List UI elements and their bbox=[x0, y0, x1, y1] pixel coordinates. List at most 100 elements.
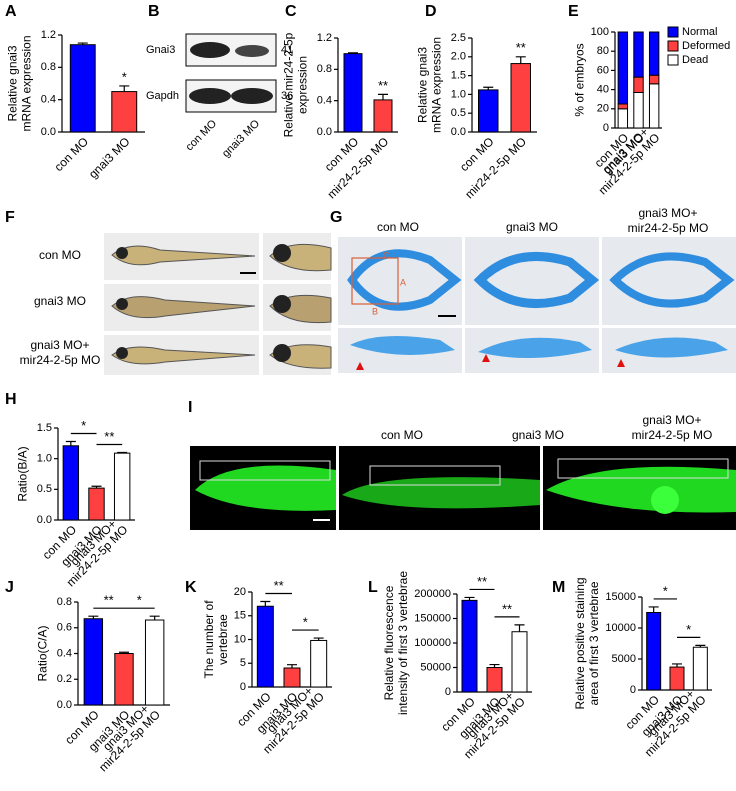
y-tick-label: 200000 bbox=[414, 588, 451, 600]
group-label: con MO bbox=[183, 117, 219, 153]
row-label: con MO bbox=[39, 248, 81, 262]
size-label: 41 bbox=[281, 44, 293, 56]
cartilage-images bbox=[338, 237, 736, 373]
column-label: mir24-2-5p MO bbox=[632, 428, 713, 442]
x-tick-label-line: gnai3 MO bbox=[86, 134, 133, 181]
column-label: con MO bbox=[377, 220, 419, 234]
y-tick-label: 0.8 bbox=[57, 596, 72, 608]
bar bbox=[310, 639, 328, 688]
error-bar bbox=[260, 600, 271, 607]
y-tick-label: 2.0 bbox=[451, 51, 466, 63]
y-tick-label: 0.0 bbox=[317, 126, 332, 138]
y-tick-label: 0.0 bbox=[37, 514, 52, 526]
protein-label: Gnai3 bbox=[146, 44, 175, 56]
column-label: gnai3 MO bbox=[506, 220, 558, 234]
legend-swatch bbox=[667, 54, 679, 66]
error-bar bbox=[65, 440, 76, 446]
y-axis-label: expression bbox=[296, 56, 310, 114]
column-label: gnai3 MO+ bbox=[638, 206, 697, 220]
protein-label: Gapdh bbox=[146, 90, 179, 102]
fish-images bbox=[104, 233, 332, 375]
y-axis-label: Relative fluorescence bbox=[382, 585, 396, 700]
panel-label: F bbox=[5, 209, 15, 226]
y-tick-label: 0.0 bbox=[41, 126, 56, 138]
error-bar bbox=[695, 644, 706, 648]
y-tick-label: 0 bbox=[240, 681, 246, 693]
significance: ** bbox=[477, 574, 487, 589]
y-axis-label: vertebrae bbox=[216, 614, 230, 665]
bar bbox=[510, 63, 531, 133]
panel-label: I bbox=[188, 399, 192, 416]
error-bar bbox=[119, 85, 130, 92]
x-tick-label: gnai3 MO+mir24-2-5p MO bbox=[642, 687, 709, 760]
y-tick-label: 150000 bbox=[414, 612, 451, 624]
error-bar bbox=[378, 93, 388, 100]
panel-label: M bbox=[552, 579, 565, 596]
y-axis-label: Relative gnai3 bbox=[6, 45, 20, 121]
cartilage-panel: G con MO gnai3 MO gnai3 MO+ mir24-2-5p M… bbox=[330, 206, 736, 373]
y-axis-label: Relative positive staining bbox=[573, 577, 587, 709]
marker-label: C bbox=[383, 250, 390, 260]
y-tick-label: 0.4 bbox=[41, 94, 56, 106]
y-tick-label: 5000 bbox=[612, 653, 636, 665]
bar bbox=[256, 605, 274, 688]
error-bar bbox=[88, 615, 99, 619]
legend-swatch bbox=[667, 40, 679, 52]
error-bar bbox=[464, 596, 475, 601]
column-label: con MO bbox=[381, 428, 423, 442]
fluorescence-panel: I con MO gnai3 MO gnai3 MO+ mir24-2-5p M… bbox=[188, 399, 736, 530]
significance: * bbox=[303, 615, 308, 630]
y-axis-label: Relative mir24-2-5p bbox=[282, 32, 296, 137]
bar-segment bbox=[617, 31, 629, 105]
y-tick-label: 0.0 bbox=[451, 126, 466, 138]
column-label: gnai3 MO bbox=[512, 428, 564, 442]
significance: * bbox=[137, 593, 142, 608]
y-tick-label: 1.2 bbox=[41, 29, 56, 41]
error-bar bbox=[287, 664, 297, 668]
significance: * bbox=[122, 69, 127, 84]
panel-label: E bbox=[568, 3, 579, 20]
band bbox=[189, 88, 231, 104]
y-tick-label: 100000 bbox=[414, 637, 451, 649]
marker-label: B bbox=[372, 306, 378, 316]
y-axis-label: The number of bbox=[202, 600, 216, 679]
y-axis-label: area of first 3 vertebrae bbox=[587, 581, 601, 705]
significance: ** bbox=[104, 429, 114, 444]
bar bbox=[461, 599, 478, 693]
y-tick-label: 5 bbox=[240, 657, 246, 669]
y-axis-label: mRNA expression bbox=[430, 37, 444, 133]
y-tick-label: 0 bbox=[445, 686, 451, 698]
bar bbox=[478, 89, 499, 133]
y-tick-label: 0.5 bbox=[37, 483, 52, 495]
fluorescence-images bbox=[190, 446, 736, 530]
y-tick-label: 1.2 bbox=[317, 32, 332, 44]
y-tick-label: 2.5 bbox=[451, 32, 466, 44]
significance: * bbox=[81, 418, 86, 433]
bar bbox=[144, 619, 165, 706]
y-tick-label: 15000 bbox=[605, 591, 636, 603]
y-tick-label: 1.5 bbox=[451, 70, 466, 82]
y-axis-label: Ratio(C/A) bbox=[36, 625, 50, 681]
x-tick-label: con MO bbox=[52, 134, 92, 174]
size-label: 36 bbox=[281, 90, 293, 102]
error-bar bbox=[348, 52, 358, 54]
bar-segment bbox=[617, 108, 629, 129]
bar-segment bbox=[648, 83, 660, 129]
panel-label: L bbox=[368, 579, 378, 596]
y-tick-label: 1.0 bbox=[37, 453, 52, 465]
y-tick-label: 0 bbox=[630, 684, 636, 696]
y-tick-label: 0.5 bbox=[451, 107, 466, 119]
bar bbox=[69, 44, 96, 133]
row-label: gnai3 MO bbox=[34, 294, 86, 308]
y-tick-label: 20 bbox=[597, 103, 609, 115]
legend-label: Dead bbox=[682, 54, 708, 66]
y-tick-label: 50000 bbox=[420, 661, 451, 673]
error-bar bbox=[117, 451, 128, 454]
significance: ** bbox=[502, 601, 512, 616]
panel-label: J bbox=[5, 579, 14, 596]
y-axis-label: mRNA expression bbox=[20, 35, 34, 131]
y-tick-label: 0.4 bbox=[57, 647, 72, 659]
y-tick-label: 1.0 bbox=[451, 88, 466, 100]
y-axis-label: intensity of first 3 vertebrae bbox=[396, 571, 410, 715]
y-axis-label: % of embryos bbox=[573, 43, 587, 116]
